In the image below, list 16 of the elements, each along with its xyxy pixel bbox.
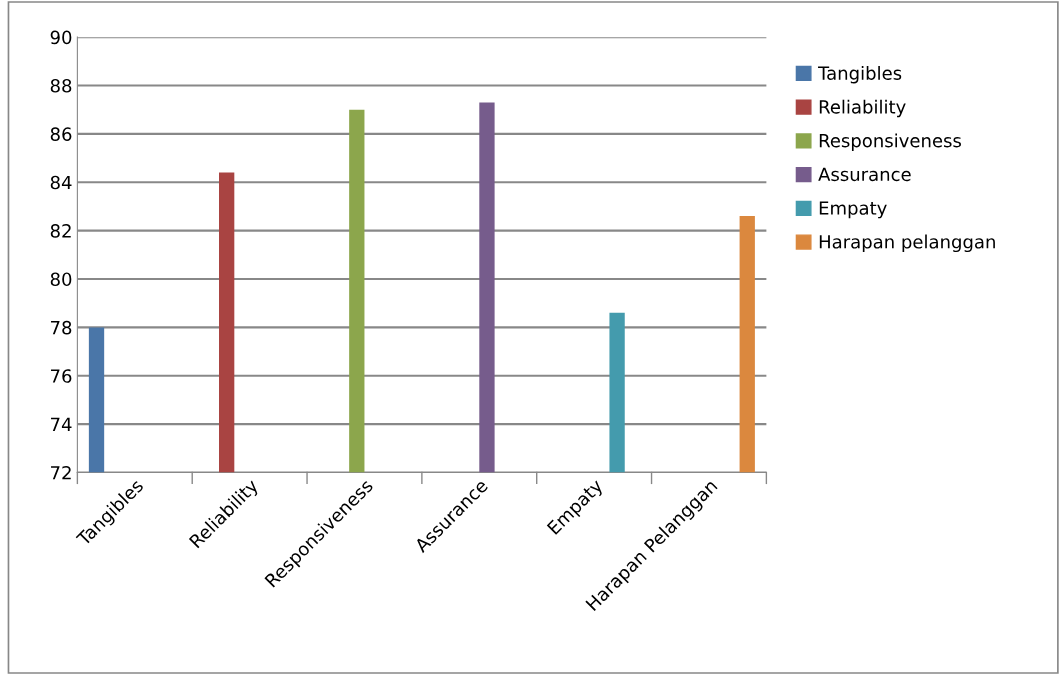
legend-label: Assurance bbox=[818, 167, 911, 182]
y-tick-label: 76 bbox=[51, 369, 72, 383]
y-tick-label: 78 bbox=[51, 320, 72, 335]
y-tick-label: 88 bbox=[50, 78, 72, 93]
legend-label: Responsiveness bbox=[819, 133, 961, 151]
legend-label: Empaty bbox=[819, 201, 887, 219]
y-tick-label: 82 bbox=[50, 224, 71, 238]
legend-label: Harapan pelanggan bbox=[819, 234, 995, 253]
y-tick-label: 86 bbox=[50, 127, 72, 141]
y-tick-label: 84 bbox=[50, 175, 72, 190]
y-tick-label: 72 bbox=[51, 465, 71, 480]
y-tick-label: 80 bbox=[50, 272, 72, 287]
y-tick-label: 74 bbox=[51, 417, 72, 431]
y-tick-label: 90 bbox=[50, 30, 72, 45]
legend-label: Reliability bbox=[819, 99, 906, 118]
legend-label: Tangibles bbox=[818, 65, 902, 84]
